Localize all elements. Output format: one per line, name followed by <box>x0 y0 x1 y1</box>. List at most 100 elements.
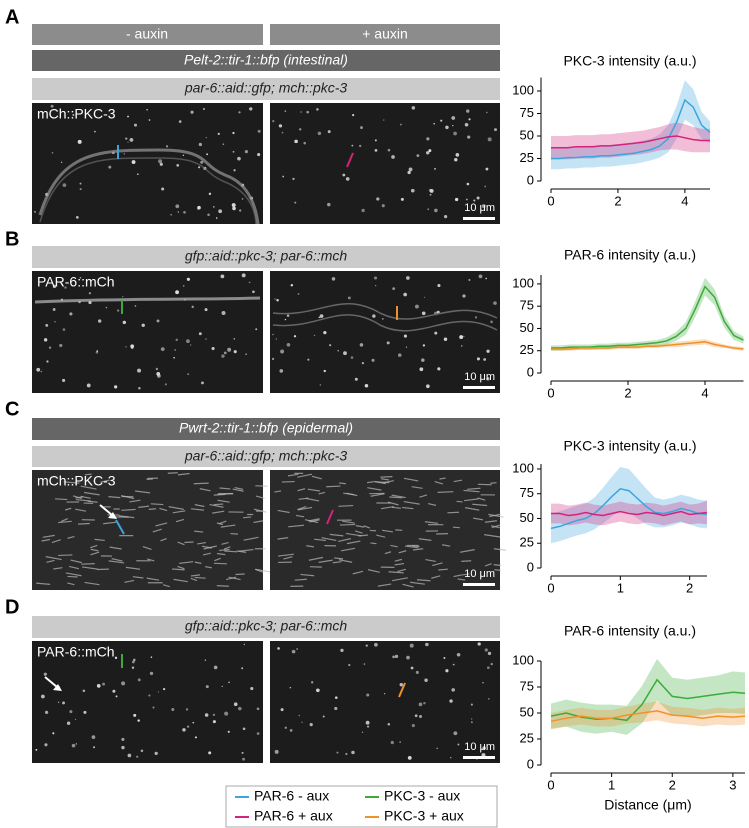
error-band <box>551 277 744 351</box>
fiber <box>100 479 110 483</box>
x-tick-label: 4 <box>681 193 688 208</box>
speckle <box>174 349 176 351</box>
speckle <box>77 139 82 144</box>
fiber <box>394 558 403 562</box>
speckle <box>343 351 347 356</box>
fiber <box>477 497 486 501</box>
fiber <box>314 538 326 542</box>
fiber <box>216 522 224 526</box>
driver-label: Pelt-2::tir-1::bfp (intestinal) <box>184 52 348 68</box>
fiber <box>202 552 211 556</box>
speckle <box>156 319 160 323</box>
x-tick-label: 0 <box>547 385 554 400</box>
speckle <box>170 213 173 216</box>
speckle <box>129 137 134 142</box>
speckle <box>434 167 436 170</box>
speckle <box>452 663 455 666</box>
speckle <box>467 135 471 139</box>
speckle <box>424 678 428 683</box>
scale-bar-label: 10 μm <box>464 202 495 214</box>
speckle <box>487 651 492 656</box>
fiber <box>190 577 198 582</box>
fiber <box>172 568 185 571</box>
fiber <box>150 503 164 506</box>
speckle <box>148 694 151 697</box>
image-label: mCh::PKC-3 <box>37 473 116 489</box>
speckle <box>340 648 344 653</box>
chart-title: PKC-3 intensity (a.u.) <box>563 438 696 454</box>
speckle <box>411 106 416 110</box>
fiber <box>338 559 353 563</box>
speckle <box>48 346 52 349</box>
speckle <box>421 358 425 362</box>
speckle <box>443 656 446 659</box>
fiber <box>108 496 121 499</box>
speckle <box>486 666 490 670</box>
y-tick-label: 0 <box>527 364 534 379</box>
speckle <box>319 314 324 318</box>
speckle <box>155 367 159 371</box>
speckle <box>86 383 91 388</box>
fiber <box>462 573 470 576</box>
speckle <box>306 110 309 114</box>
speckle <box>409 643 414 648</box>
fiber <box>162 584 170 588</box>
fiber <box>389 496 403 499</box>
speckle <box>434 208 438 213</box>
y-tick-label: 0 <box>527 756 534 771</box>
speckle <box>315 688 320 693</box>
speckle <box>316 108 319 111</box>
speckle <box>490 320 493 324</box>
speckle <box>390 740 394 745</box>
speckle <box>296 648 298 650</box>
speckle <box>286 342 291 347</box>
speckle <box>241 198 244 200</box>
speckle <box>134 305 137 307</box>
speckle <box>450 756 452 759</box>
y-tick-label: 25 <box>520 150 534 165</box>
membrane <box>38 148 260 225</box>
speckle <box>175 204 180 209</box>
driver-label: Pwrt-2::tir-1::bfp (epidermal) <box>179 420 353 436</box>
speckle <box>451 116 456 120</box>
speckle <box>490 662 493 666</box>
speckle <box>364 383 369 388</box>
speckle <box>35 748 38 751</box>
speckle <box>476 196 480 200</box>
fiber <box>352 570 364 575</box>
speckle <box>163 687 166 691</box>
error-band <box>551 466 707 544</box>
speckle <box>272 120 275 123</box>
fiber <box>318 491 326 495</box>
fiber <box>382 529 393 533</box>
fiber <box>53 567 63 570</box>
fiber <box>425 559 436 563</box>
fiber <box>277 553 294 557</box>
speckle <box>414 714 418 718</box>
fiber <box>148 508 156 510</box>
fiber <box>494 569 501 571</box>
fiber <box>224 550 238 553</box>
speckle <box>327 202 331 207</box>
fiber <box>109 546 122 550</box>
speckle <box>244 150 248 154</box>
micrograph <box>270 103 500 224</box>
x-tick-label: 0 <box>547 193 554 208</box>
speckle <box>392 655 395 659</box>
speckle <box>241 667 244 670</box>
fiber <box>228 576 241 581</box>
fiber <box>490 525 501 529</box>
fiber <box>203 545 217 550</box>
fiber <box>297 473 313 478</box>
speckle <box>93 746 96 749</box>
fiber <box>214 557 221 562</box>
speckle <box>44 710 49 715</box>
speckle <box>182 285 185 287</box>
fiber <box>209 503 224 508</box>
image-label: PAR-6::mCh <box>37 644 115 660</box>
y-tick-label: 50 <box>520 510 534 525</box>
fiber <box>41 538 51 542</box>
fiber <box>78 522 90 525</box>
speckle <box>201 381 204 385</box>
